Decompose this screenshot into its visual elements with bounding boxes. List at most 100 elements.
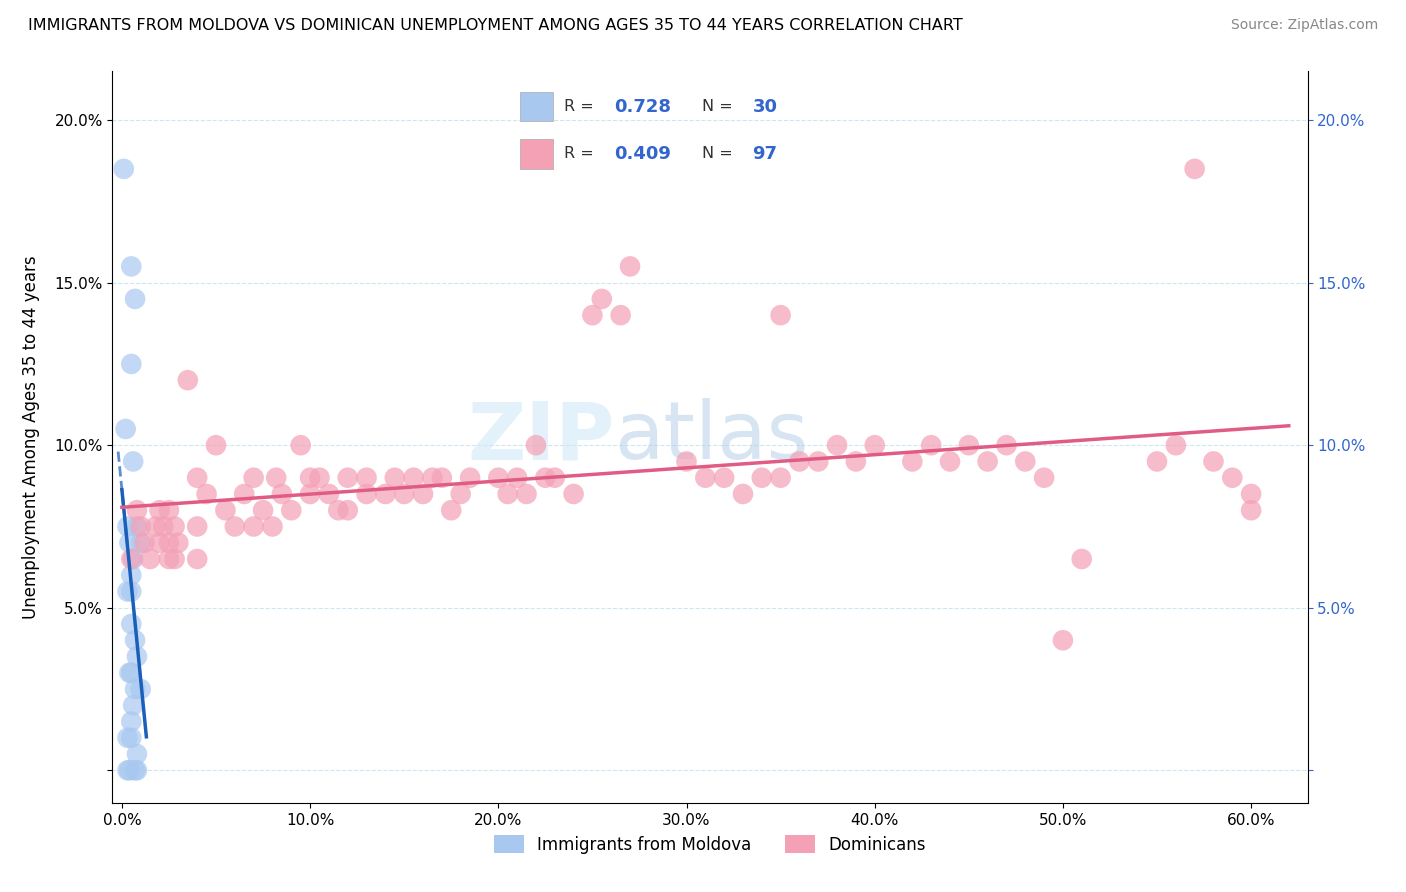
Point [280,503,302,517]
Point [1164,438,1187,452]
Point [214,503,236,517]
Point [336,503,359,517]
Point [299,487,322,501]
Point [1202,454,1225,468]
Point [957,438,980,452]
Point [148,535,170,549]
Point [120,731,142,745]
Point [506,471,529,485]
Point [120,617,142,632]
Point [134,535,156,549]
Point [422,471,444,485]
Point [152,519,174,533]
Point [995,438,1018,452]
Point [124,633,146,648]
Point [117,519,139,533]
Point [262,519,284,533]
Point [124,764,146,778]
Text: N =: N = [702,146,738,161]
Point [789,454,811,468]
Point [374,487,396,501]
Point [318,487,340,501]
Point [384,471,406,485]
Point [117,731,139,745]
Point [120,260,142,274]
Point [122,698,145,713]
Point [695,471,717,485]
Point [581,308,603,322]
Point [118,764,141,778]
FancyBboxPatch shape [520,92,554,121]
Text: Source: ZipAtlas.com: Source: ZipAtlas.com [1230,18,1378,32]
Point [163,519,186,533]
Point [1033,471,1056,485]
Point [1146,454,1168,468]
Text: IMMIGRANTS FROM MOLDOVA VS DOMINICAN UNEMPLOYMENT AMONG AGES 35 TO 44 YEARS CORR: IMMIGRANTS FROM MOLDOVA VS DOMINICAN UNE… [28,18,963,33]
Point [440,503,463,517]
Point [308,471,330,485]
Text: 97: 97 [752,145,778,163]
Point [392,487,415,501]
Point [1014,454,1036,468]
Point [591,292,613,306]
Point [336,471,359,485]
Point [157,535,180,549]
Point [125,503,148,517]
Point [450,487,472,501]
Point [356,471,378,485]
Point [713,471,735,485]
Point [124,681,146,696]
Point [129,681,152,696]
Point [845,454,868,468]
Point [224,519,246,533]
Point [120,665,142,680]
Point [264,471,287,485]
Point [252,503,274,517]
Point [290,438,312,452]
Point [186,519,208,533]
Point [114,422,136,436]
Text: 0.728: 0.728 [614,98,671,116]
Point [145,519,167,533]
Point [129,535,152,549]
Text: atlas: atlas [614,398,808,476]
Text: R =: R = [564,146,599,161]
Point [901,454,924,468]
Point [731,487,754,501]
Point [534,471,557,485]
Point [122,454,145,468]
Point [120,357,142,371]
Point [920,438,942,452]
Text: 0.409: 0.409 [614,145,671,163]
Point [242,519,264,533]
Point [412,487,434,501]
Point [863,438,886,452]
Point [205,438,228,452]
Point [807,454,830,468]
Point [769,471,792,485]
Point [118,535,141,549]
Point [125,764,148,778]
Text: N =: N = [702,99,738,114]
Point [486,471,509,485]
Point [177,373,200,387]
Point [186,552,208,566]
Point [675,454,697,468]
Point [1070,552,1092,566]
Point [496,487,519,501]
Point [751,471,773,485]
Legend: Immigrants from Moldova, Dominicans: Immigrants from Moldova, Dominicans [488,829,932,860]
Point [769,308,792,322]
Text: R =: R = [564,99,599,114]
Point [356,487,378,501]
Point [157,503,180,517]
Point [186,471,208,485]
Point [139,552,162,566]
Point [270,487,292,501]
Point [544,471,567,485]
Point [112,161,135,176]
Point [402,471,425,485]
Point [195,487,218,501]
Point [825,438,848,452]
Point [118,665,141,680]
